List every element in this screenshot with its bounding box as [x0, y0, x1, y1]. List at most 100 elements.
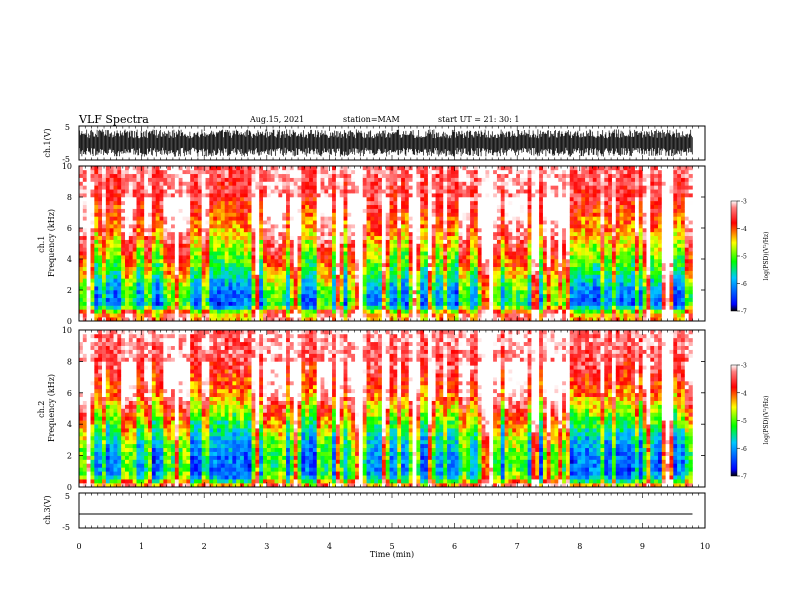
- spectrogram-cell: [82, 255, 87, 260]
- spectrogram-cell: [263, 255, 268, 260]
- spectrogram-cell: [351, 220, 356, 225]
- spectrogram-cell: [224, 262, 229, 268]
- spectrogram-cell: [232, 212, 237, 217]
- spectrogram-cell: [251, 266, 256, 271]
- spectrogram-cell: [263, 216, 268, 221]
- spectrogram-cell: [247, 231, 252, 237]
- spectrogram-cell: [121, 255, 126, 260]
- spectrogram-cell: [397, 216, 402, 221]
- spectrogram-cell: [362, 293, 367, 299]
- spectrogram-cell: [424, 197, 429, 202]
- spectrogram-cell: [217, 313, 222, 318]
- spectrogram-cell: [335, 220, 341, 225]
- spectrogram-cell: [404, 235, 410, 240]
- spectrogram-cell: [113, 193, 118, 198]
- spectrogram-cell: [136, 293, 141, 299]
- spectrogram-cell: [102, 200, 107, 206]
- spectrogram-cell: [148, 313, 153, 318]
- spectrogram-cell: [178, 224, 183, 229]
- spectrogram-cell: [401, 193, 406, 198]
- spectrogram-cell: [328, 216, 333, 221]
- spectrogram-cell: [201, 259, 206, 264]
- spectrogram-cell: [412, 243, 417, 248]
- spectrogram-cell: [98, 305, 103, 310]
- spectrogram-cell: [79, 216, 84, 221]
- spectrogram-cell: [343, 224, 348, 229]
- spectrogram-cell: [243, 297, 248, 302]
- spectrogram-cell: [171, 208, 176, 213]
- spectrogram-cell: [125, 166, 130, 171]
- spectrogram-cell: [98, 212, 103, 217]
- spectrogram-cell: [174, 243, 179, 248]
- spectrogram-cell: [439, 224, 444, 229]
- spectrogram-cell: [132, 239, 137, 244]
- spectrogram-cell: [132, 293, 137, 299]
- spectrogram-cell: [343, 169, 348, 175]
- spectrogram-cell: [454, 247, 459, 252]
- spectrogram-cell: [305, 235, 310, 240]
- spectrogram-cell: [335, 177, 341, 182]
- spectrogram-cell: [201, 270, 206, 275]
- spectrogram-cell: [186, 169, 191, 175]
- spectrogram-cell: [431, 247, 436, 252]
- spectrogram-cell: [324, 228, 329, 233]
- spectrogram-cell: [332, 185, 337, 190]
- spectrogram-cell: [243, 216, 248, 221]
- spectrogram-cell: [182, 309, 187, 314]
- spectrogram-cell: [408, 181, 413, 186]
- spectrogram-cell: [148, 243, 153, 248]
- spectrogram-cell: [301, 286, 306, 291]
- spectrogram-cell: [324, 220, 329, 225]
- spectrogram-cell: [435, 220, 440, 225]
- spectrogram-cell: [282, 251, 287, 256]
- spectrogram-cell: [228, 228, 233, 233]
- spectrogram-cell: [450, 255, 456, 260]
- spectrogram-cell: [247, 177, 252, 182]
- spectrogram-cell: [401, 212, 406, 217]
- spectrogram-cell: [420, 169, 425, 175]
- spectrogram-cell: [125, 301, 130, 306]
- spectrogram-cell: [393, 297, 398, 302]
- spectrogram-cell: [132, 216, 137, 221]
- spectrogram-cell: [144, 259, 149, 264]
- spectrogram-cell: [102, 228, 107, 233]
- spectrogram-cell: [370, 262, 375, 268]
- spectrogram-cell: [94, 278, 99, 283]
- spectrogram-cell: [209, 220, 214, 225]
- spectrogram-cell: [155, 177, 160, 182]
- spectrogram-cell: [224, 255, 229, 260]
- spectrogram-cell: [347, 212, 352, 217]
- spectrogram-cell: [144, 200, 149, 206]
- spectrogram-cell: [289, 173, 295, 178]
- spectrogram-cell: [243, 235, 248, 240]
- spectrogram-cell: [293, 197, 298, 202]
- spectrogram-cell: [316, 293, 321, 299]
- spectrogram-cell: [243, 313, 248, 318]
- spectrogram-cell: [102, 169, 107, 175]
- spectrogram-cell: [439, 270, 444, 275]
- spectrogram-cell: [121, 301, 126, 306]
- spectrogram-cell: [128, 262, 133, 268]
- spectrogram-cell: [140, 255, 145, 260]
- spectrogram-cell: [358, 208, 364, 213]
- spectrogram-cell: [174, 274, 179, 279]
- spectrogram-cell: [171, 185, 176, 190]
- spectrogram-cell: [144, 181, 149, 186]
- spectrogram-cell: [274, 204, 279, 209]
- spectrogram-cell: [201, 301, 206, 306]
- spectrogram-cell: [435, 235, 440, 240]
- spectrogram-cell: [381, 220, 387, 225]
- spectrogram-cell: [462, 270, 467, 275]
- spectrogram-cell: [217, 200, 222, 206]
- spectrogram-cell: [136, 247, 141, 252]
- spectrogram-cell: [105, 228, 110, 233]
- spectrogram-cell: [240, 212, 245, 217]
- spectrogram-cell: [197, 169, 202, 175]
- spectrogram-cell: [286, 270, 291, 275]
- spectrogram-cell: [450, 166, 456, 171]
- spectrogram-cell: [255, 181, 260, 186]
- spectrogram-cell: [220, 216, 225, 221]
- spectrogram-cell: [450, 282, 456, 287]
- spectrogram-cell: [266, 235, 272, 240]
- spectrogram-cell: [228, 293, 233, 299]
